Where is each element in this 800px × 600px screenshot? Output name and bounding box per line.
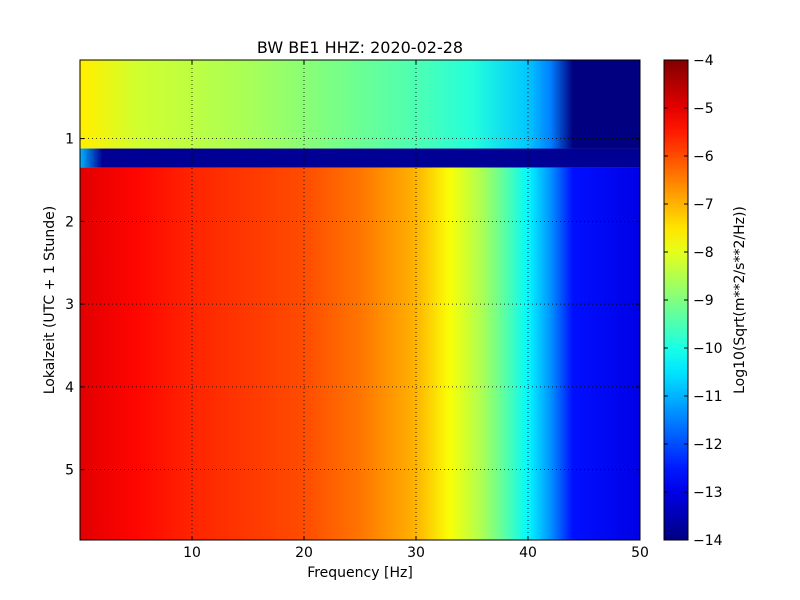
colorbar-tick-label: −10	[693, 341, 723, 357]
heatmap-band	[80, 167, 640, 540]
x-tick-label: 20	[295, 545, 313, 561]
colorbar: −4 −5 −6 −7 −8 −9 −10 −11 −12 −13 −14	[663, 53, 723, 549]
x-tick-label: 10	[183, 545, 201, 561]
heatmap-band	[80, 60, 640, 149]
colorbar-tick-label: −14	[693, 533, 723, 549]
plot-area: 10 20 30 40 50 1 2 3 4 5	[65, 59, 649, 561]
colorbar-tick-label: −4	[693, 53, 714, 69]
plot-frame	[79, 59, 641, 541]
x-tick-label: 30	[407, 545, 425, 561]
y-tick-label: 1	[65, 132, 74, 148]
colorbar-tick-label: −7	[693, 197, 714, 213]
colorbar-tick-label: −11	[693, 389, 723, 405]
colorbar-label: Log10(Sqrt(m**2/s**2/Hz))	[732, 206, 748, 394]
x-tick-label: 40	[519, 545, 537, 561]
colorbar-tick-label: −6	[693, 149, 714, 165]
colorbar-tick-label: −12	[693, 437, 723, 453]
chart-title: BW BE1 HHZ: 2020-02-28	[257, 38, 463, 57]
x-tick-label: 50	[631, 545, 649, 561]
y-tick-label: 2	[65, 214, 74, 230]
y-tick-label: 4	[65, 380, 74, 396]
y-axis-label: Lokalzeit (UTC + 1 Stunde)	[42, 206, 58, 395]
y-tick-label: 3	[65, 297, 74, 313]
heatmap-band	[80, 148, 640, 168]
colorbar-tick-label: −8	[693, 245, 714, 261]
y-tick-label: 5	[65, 463, 74, 479]
colorbar-tick-label: −9	[693, 293, 714, 309]
colorbar-tick-label: −5	[693, 101, 714, 117]
colorbar-tick-label: −13	[693, 485, 723, 501]
x-axis-label: Frequency [Hz]	[307, 565, 413, 581]
